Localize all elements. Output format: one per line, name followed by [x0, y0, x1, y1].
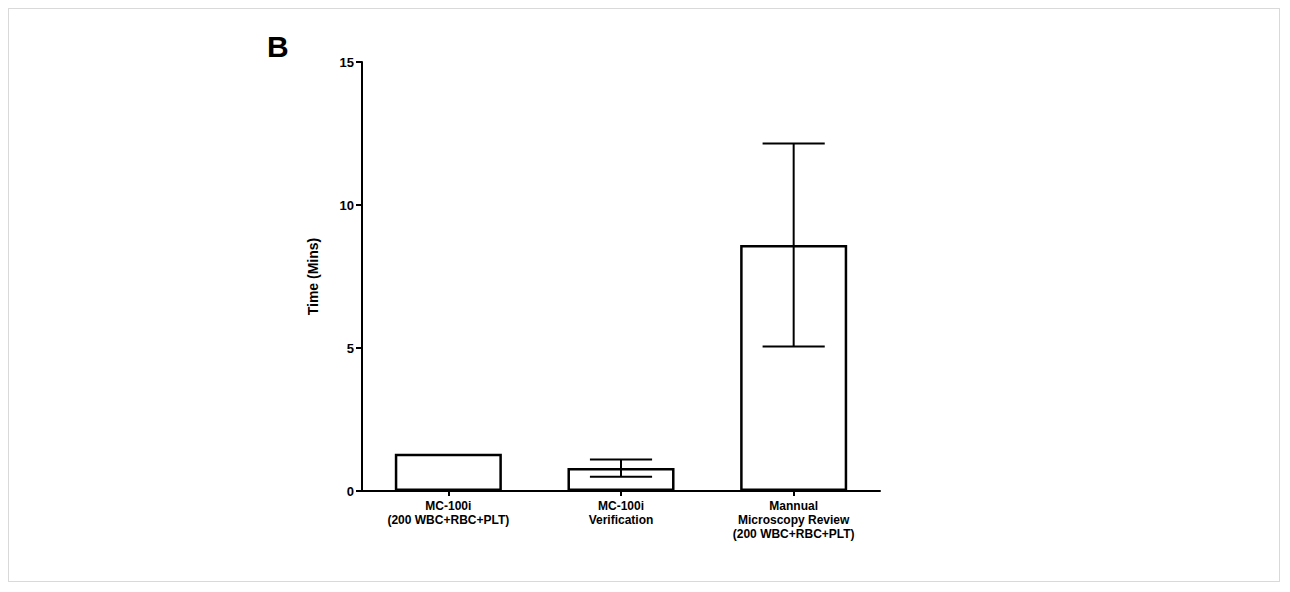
svg-text:0: 0	[347, 484, 354, 499]
svg-text:MC-100i: MC-100i	[425, 499, 471, 513]
svg-text:10: 10	[340, 198, 354, 213]
svg-text:B: B	[267, 30, 289, 63]
svg-text:(200 WBC+RBC+PLT): (200 WBC+RBC+PLT)	[733, 527, 855, 541]
svg-text:Mannual: Mannual	[769, 499, 818, 513]
svg-text:Verification: Verification	[589, 513, 654, 527]
svg-text:Time (Mins): Time (Mins)	[305, 238, 321, 316]
svg-text:15: 15	[340, 55, 354, 70]
svg-text:MC-100i: MC-100i	[598, 499, 644, 513]
svg-text:5: 5	[347, 341, 354, 356]
svg-text:(200 WBC+RBC+PLT): (200 WBC+RBC+PLT)	[387, 513, 509, 527]
svg-text:Microscopy Review: Microscopy Review	[738, 513, 850, 527]
